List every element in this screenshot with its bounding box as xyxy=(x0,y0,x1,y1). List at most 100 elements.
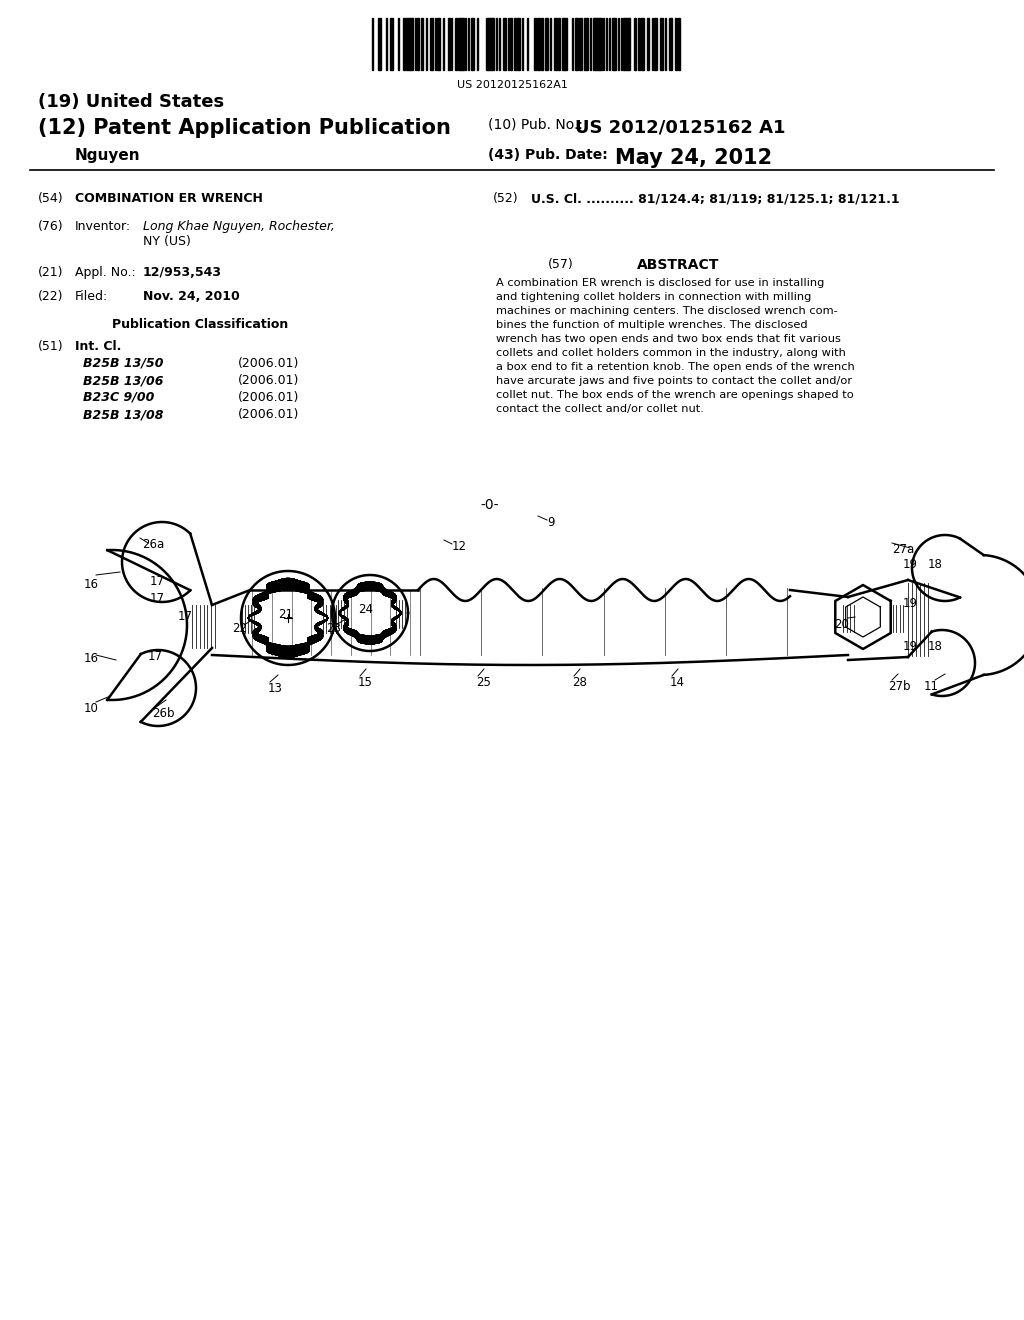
Bar xyxy=(611,18,613,70)
Bar xyxy=(638,18,640,70)
Text: and tightening collet holders in connection with milling: and tightening collet holders in connect… xyxy=(496,292,811,302)
Text: (54): (54) xyxy=(38,191,63,205)
Bar xyxy=(504,18,505,70)
Bar xyxy=(522,18,523,70)
Bar xyxy=(641,18,643,70)
Bar xyxy=(665,18,666,70)
Bar xyxy=(432,18,433,70)
Bar xyxy=(486,18,487,70)
Bar xyxy=(539,18,541,70)
Bar xyxy=(459,18,460,70)
Text: 17: 17 xyxy=(150,576,165,587)
Bar xyxy=(584,18,586,70)
Text: Int. Cl.: Int. Cl. xyxy=(75,341,122,352)
Bar xyxy=(652,18,653,70)
Bar xyxy=(653,18,655,70)
Text: 17: 17 xyxy=(150,591,165,605)
Bar xyxy=(406,18,408,70)
Bar xyxy=(415,18,417,70)
Bar xyxy=(402,18,403,70)
Bar xyxy=(496,18,497,70)
Text: Publication Classification: Publication Classification xyxy=(112,318,288,331)
Bar xyxy=(409,18,411,70)
Text: (52): (52) xyxy=(493,191,518,205)
Bar xyxy=(372,18,373,70)
Bar xyxy=(564,18,565,70)
Bar xyxy=(493,18,494,70)
Bar xyxy=(412,18,414,70)
Text: Nov. 24, 2010: Nov. 24, 2010 xyxy=(143,290,240,304)
Text: B25B 13/06: B25B 13/06 xyxy=(83,374,164,387)
Text: (10) Pub. No.:: (10) Pub. No.: xyxy=(488,117,583,132)
Text: contact the collect and/or collet nut.: contact the collect and/or collet nut. xyxy=(496,404,703,414)
Text: B25B 13/08: B25B 13/08 xyxy=(83,408,164,421)
Bar xyxy=(385,18,387,70)
Bar xyxy=(442,18,444,70)
Text: 16: 16 xyxy=(84,578,99,591)
Bar xyxy=(519,18,520,70)
Bar xyxy=(430,18,432,70)
Text: 19: 19 xyxy=(903,597,918,610)
Text: wrench has two open ends and two box ends that fit various: wrench has two open ends and two box end… xyxy=(496,334,841,345)
Text: Long Khae Nguyen, Rochester,: Long Khae Nguyen, Rochester, xyxy=(143,220,335,234)
Bar xyxy=(613,18,614,70)
Text: Inventor:: Inventor: xyxy=(75,220,131,234)
Text: 27a: 27a xyxy=(892,543,914,556)
Bar xyxy=(557,18,559,70)
Text: -0-: -0- xyxy=(480,498,500,512)
Bar xyxy=(404,18,406,70)
Bar xyxy=(538,18,539,70)
Bar xyxy=(490,18,493,70)
Text: bines the function of multiple wrenches. The disclosed: bines the function of multiple wrenches.… xyxy=(496,319,808,330)
Bar xyxy=(545,18,547,70)
Bar xyxy=(379,18,381,70)
Bar xyxy=(662,18,663,70)
Text: U.S. Cl. .......... 81/124.4; 81/119; 81/125.1; 81/121.1: U.S. Cl. .......... 81/124.4; 81/119; 81… xyxy=(531,191,900,205)
Bar xyxy=(554,18,556,70)
Bar xyxy=(559,18,560,70)
Text: (2006.01): (2006.01) xyxy=(238,391,299,404)
Text: (76): (76) xyxy=(38,220,63,234)
Text: 15: 15 xyxy=(358,676,373,689)
Bar xyxy=(586,18,587,70)
Bar xyxy=(517,18,518,70)
Bar xyxy=(659,18,662,70)
Text: US 20120125162A1: US 20120125162A1 xyxy=(457,81,567,90)
Bar xyxy=(460,18,461,70)
Text: A combination ER wrench is disclosed for use in installing: A combination ER wrench is disclosed for… xyxy=(496,279,824,288)
Bar xyxy=(472,18,474,70)
Text: 18: 18 xyxy=(928,640,943,653)
Bar xyxy=(510,18,511,70)
Bar xyxy=(499,18,500,70)
Bar xyxy=(505,18,506,70)
Bar xyxy=(465,18,466,70)
Bar xyxy=(601,18,602,70)
Bar xyxy=(643,18,644,70)
Text: 24: 24 xyxy=(358,603,373,616)
Text: NY (US): NY (US) xyxy=(143,235,190,248)
Text: (19) United States: (19) United States xyxy=(38,92,224,111)
Bar xyxy=(451,18,452,70)
Text: 17: 17 xyxy=(178,610,193,623)
Text: 11: 11 xyxy=(924,680,939,693)
Bar xyxy=(541,18,542,70)
Bar xyxy=(634,18,635,70)
Text: US 2012/0125162 A1: US 2012/0125162 A1 xyxy=(575,117,785,136)
Bar xyxy=(679,18,680,70)
Bar xyxy=(511,18,512,70)
Bar xyxy=(676,18,677,70)
Bar xyxy=(418,18,420,70)
Text: machines or machining centers. The disclosed wrench com-: machines or machining centers. The discl… xyxy=(496,306,838,315)
Bar xyxy=(526,18,528,70)
Text: (22): (22) xyxy=(38,290,63,304)
Bar xyxy=(535,18,536,70)
Bar xyxy=(595,18,596,70)
Bar xyxy=(671,18,672,70)
Bar xyxy=(398,18,399,70)
Bar xyxy=(599,18,601,70)
Text: 26a: 26a xyxy=(142,539,164,550)
Text: (2006.01): (2006.01) xyxy=(238,408,299,421)
Text: Appl. No.:: Appl. No.: xyxy=(75,267,136,279)
Text: 18: 18 xyxy=(928,558,943,572)
Text: (12) Patent Application Publication: (12) Patent Application Publication xyxy=(38,117,451,139)
